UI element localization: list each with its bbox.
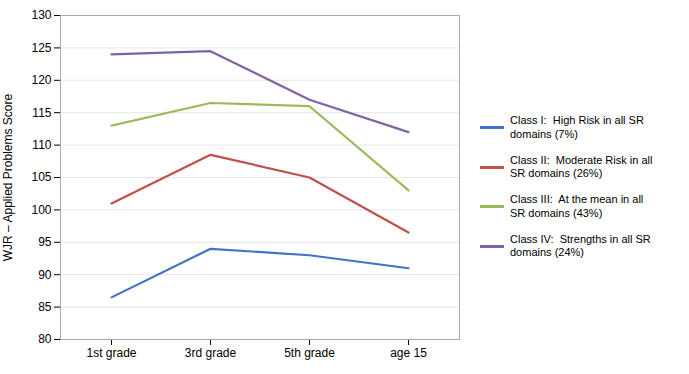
svg-text:WJR – Applied Problems Score: WJR – Applied Problems Score — [1, 93, 15, 261]
html-text:Class II: Moderate Risk in all: Class II: Moderate Risk in all SR domain… — [510, 153, 653, 180]
html-text:Class I: High Risk in all SR d: Class I: High Risk in all SR domains (7%… — [510, 114, 644, 140]
svg-text:85: 85 — [38, 300, 52, 314]
html-text:Class III: At the mean in all: Class III: At the mean in all SR domains… — [510, 193, 644, 219]
svg-text:110: 110 — [32, 138, 51, 152]
svg-text:105: 105 — [31, 170, 51, 184]
svg-text:125: 125 — [31, 41, 51, 55]
svg-text:115: 115 — [32, 106, 51, 120]
svg-text:80: 80 — [38, 332, 52, 346]
svg-text:130: 130 — [31, 8, 51, 22]
svg-text:age 15: age 15 — [390, 346, 427, 360]
svg-text:5th grade: 5th grade — [284, 346, 335, 360]
html-text:Class IV: Strengths in all SR: Class IV: Strengths in all SR domains (2… — [510, 232, 651, 259]
svg-text:120: 120 — [31, 73, 51, 87]
svg-text:3rd grade: 3rd grade — [185, 346, 237, 360]
svg-text:90: 90 — [38, 268, 52, 282]
svg-text:100: 100 — [31, 203, 51, 217]
svg-text:95: 95 — [38, 235, 52, 249]
svg-text:1st grade: 1st grade — [86, 346, 136, 360]
